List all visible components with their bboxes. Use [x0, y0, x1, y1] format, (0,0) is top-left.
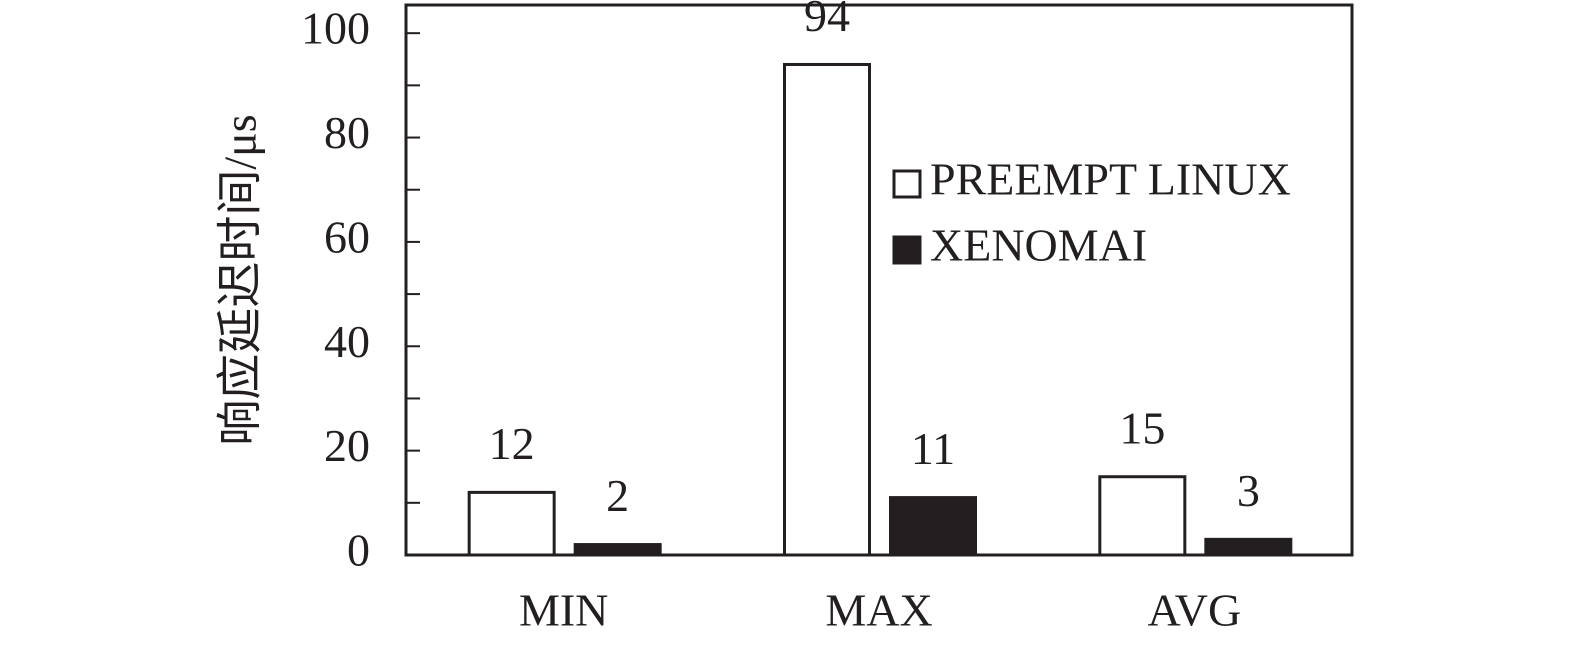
y-tick-label: 60 [324, 211, 370, 262]
value-label: 94 [804, 0, 850, 41]
y-axis-label: 响应延迟时间/μs [215, 114, 266, 445]
x-tick-label: MIN [519, 585, 608, 636]
bar [467, 490, 556, 557]
bar [1204, 537, 1293, 557]
value-label: 12 [489, 418, 535, 469]
y-tick-label: 20 [324, 420, 370, 471]
value-label: 2 [606, 470, 629, 521]
bar [783, 62, 871, 557]
y-tick-label: 80 [324, 107, 370, 158]
y-tick-label: 0 [347, 525, 370, 576]
value-label: 3 [1237, 465, 1260, 516]
plot-frame [404, 3, 1354, 557]
bar [1098, 475, 1187, 557]
y-tick-label: 100 [301, 3, 370, 54]
legend-swatch [892, 235, 922, 265]
bar [889, 496, 977, 557]
legend-swatch [892, 169, 922, 199]
value-label: 11 [911, 423, 955, 474]
x-tick-label: MAX [825, 585, 932, 636]
y-tick-label: 40 [324, 316, 370, 367]
bar [573, 543, 662, 557]
x-tick-label: AVG [1147, 585, 1241, 636]
legend-label: PREEMPT LINUX [930, 154, 1291, 205]
legend-label: XENOMAI [930, 220, 1147, 271]
value-label: 15 [1119, 402, 1165, 453]
